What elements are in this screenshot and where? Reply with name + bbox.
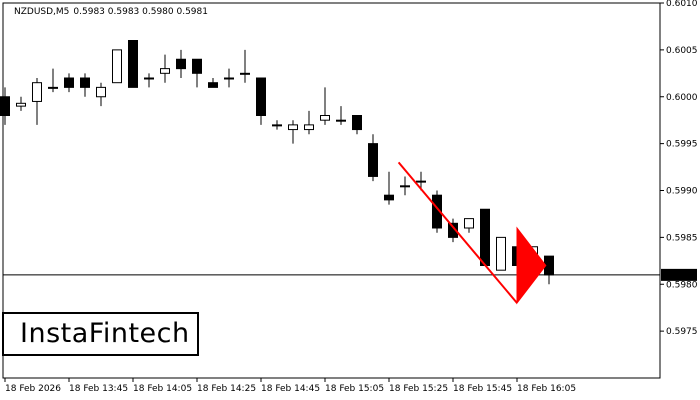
x-tick-label: 18 Feb 14:25 <box>197 384 256 394</box>
bullish-candle <box>320 115 330 121</box>
bullish-candle <box>48 86 58 89</box>
bullish-candle <box>272 124 282 127</box>
bearish-candle <box>176 58 186 70</box>
last-price-label: 0.5981 <box>661 268 697 281</box>
last-price-label-text: 0.5981 <box>665 271 697 281</box>
bullish-candle <box>400 185 410 188</box>
bearish-candle <box>480 208 490 266</box>
y-tick-label: 0.6000 <box>666 93 698 103</box>
bearish-candle <box>256 77 266 116</box>
bullish-candle <box>288 124 298 131</box>
bullish-candle <box>96 86 106 98</box>
bullish-candle <box>32 82 42 102</box>
bullish-candle <box>240 72 250 75</box>
bearish-candle <box>448 222 458 238</box>
bullish-candle <box>304 124 314 131</box>
bearish-candle <box>0 96 10 116</box>
bullish-candle <box>496 236 506 271</box>
logo-text: InstaFintech <box>20 318 190 349</box>
x-tick-label: 18 Feb 14:05 <box>133 384 192 394</box>
y-tick-label: 0.5995 <box>666 140 698 150</box>
y-tick-label: 0.6005 <box>666 46 698 56</box>
bearish-candle <box>128 40 138 88</box>
y-tick-label: 0.5975 <box>666 327 698 337</box>
bullish-candle <box>160 68 170 74</box>
bullish-candle <box>464 218 474 229</box>
bullish-candle <box>416 180 426 183</box>
x-tick-label: 18 Feb 15:25 <box>389 384 448 394</box>
y-tick-label: 0.5985 <box>666 233 698 243</box>
bearish-candle <box>192 58 202 74</box>
bearish-candle <box>368 143 378 177</box>
y-axis: 0.6010 0.6005 0.6000 0.5995 0.5990 0.5985 0.59… <box>660 0 698 337</box>
logo: InstaFintech <box>2 312 199 356</box>
x-tick-label: 18 Feb 2026 <box>5 384 61 394</box>
bearish-candle <box>384 194 394 201</box>
bullish-candle <box>144 77 154 80</box>
x-tick-label: 18 Feb 14:45 <box>261 384 320 394</box>
bearish-candle <box>352 115 362 131</box>
bullish-candle <box>336 119 346 122</box>
y-tick-label: 0.5990 <box>666 187 698 197</box>
symbol-label: NZDUSD,M5 0.5983 0.5983 0.5980 0.5981 <box>14 7 208 17</box>
bearish-candle <box>208 82 218 88</box>
x-tick-label: 18 Feb 15:45 <box>453 384 512 394</box>
y-tick-label: 0.6010 <box>666 0 698 9</box>
x-tick-label: 18 Feb 15:05 <box>325 384 384 394</box>
bearish-candle <box>80 77 90 88</box>
last-price-label-bg <box>661 268 697 281</box>
pattern-pole <box>397 161 518 304</box>
pennant-pattern <box>397 161 547 305</box>
bearish-candle <box>64 77 74 88</box>
bullish-candle <box>224 77 234 80</box>
bearish-candle <box>432 194 442 229</box>
bullish-candle <box>16 102 26 107</box>
x-tick-label: 18 Feb 16:05 <box>517 384 576 394</box>
x-axis: 18 Feb 2026 18 Feb 13:45 18 Feb 14:05 18 Fe… <box>4 378 576 394</box>
pattern-pennant <box>516 226 547 305</box>
x-tick-label: 18 Feb 13:45 <box>69 384 128 394</box>
y-tick-label: 0.5980 <box>666 280 698 290</box>
bullish-candle <box>112 49 122 84</box>
